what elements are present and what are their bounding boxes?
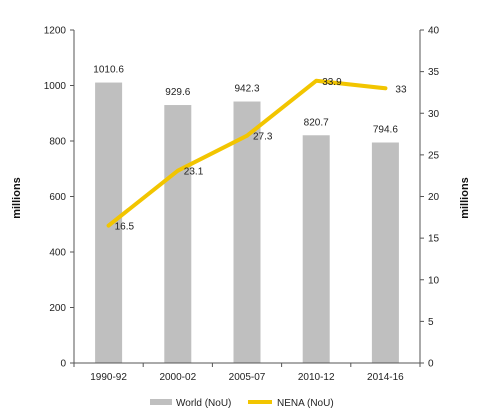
line-value-label: 27.3 (253, 132, 273, 143)
line-point-nena (383, 86, 388, 91)
bar-world (371, 142, 399, 363)
line-point-nena (176, 168, 180, 173)
left-tick-label: 1200 (44, 26, 67, 37)
right-tick-label: 40 (428, 26, 440, 37)
bar-data-labels: 1010.6 929.6 942.3 820.7 794.6 (93, 65, 398, 136)
x-tick-label: 1990-92 (90, 372, 127, 383)
axes (70, 29, 424, 367)
left-tick-labels: 0 200 400 600 800 1000 1200 (44, 26, 67, 370)
line-value-label: 33 (395, 84, 407, 95)
x-tick-label: 2005-07 (229, 372, 266, 383)
line-series (106, 78, 388, 228)
bar-group (95, 82, 399, 363)
bar-world (233, 101, 261, 363)
line-value-label: 16.5 (115, 222, 135, 233)
right-tick-label: 35 (428, 67, 440, 78)
left-tick-label: 800 (49, 137, 66, 148)
left-tick-label: 400 (49, 248, 66, 259)
line-point-nena (106, 223, 111, 228)
left-axis-title: millions (11, 177, 23, 219)
right-tick-label: 30 (428, 109, 440, 120)
right-tick-label: 5 (428, 317, 434, 328)
x-tick-label: 2000-02 (159, 372, 196, 383)
bar-world (302, 135, 330, 363)
right-axis-title: millions (459, 177, 471, 219)
right-tick-label: 25 (428, 150, 440, 161)
line-value-label: 23.1 (184, 167, 204, 178)
legend-label-world: World (NoU) (176, 398, 231, 409)
bar-value-label: 942.3 (234, 84, 259, 95)
bar-value-label: 820.7 (304, 117, 329, 128)
left-tick-label: 1000 (44, 81, 67, 92)
right-tick-label: 20 (428, 192, 440, 203)
line-point-nena (314, 78, 319, 83)
x-tick-label: 2014-16 (367, 372, 404, 383)
legend-swatch-world (150, 399, 172, 405)
x-tick-labels: 1990-92 2000-02 2005-07 2010-12 2014-16 (90, 372, 404, 383)
legend: World (NoU) NENA (NoU) (150, 398, 334, 409)
bar-value-label: 794.6 (373, 124, 398, 135)
bar-world (95, 82, 123, 363)
line-data-labels: 16.5 23.1 27.3 33.9 33 (115, 77, 407, 233)
right-tick-label: 10 (428, 275, 440, 286)
legend-label-nena: NENA (NoU) (277, 398, 334, 409)
left-tick-label: 200 (49, 303, 66, 314)
x-tick-label: 2010-12 (298, 372, 335, 383)
left-tick-label: 600 (49, 192, 66, 203)
bar-value-label: 929.6 (165, 87, 190, 98)
right-tick-labels: 0 5 10 15 20 25 30 35 40 (428, 26, 440, 370)
bar-world (164, 105, 192, 363)
right-tick-label: 0 (428, 359, 434, 370)
left-tick-label: 0 (60, 359, 66, 370)
bar-value-label: 1010.6 (93, 65, 124, 76)
right-tick-label: 15 (428, 234, 440, 245)
line-value-label: 33.9 (322, 77, 342, 88)
line-point-nena (245, 133, 249, 138)
